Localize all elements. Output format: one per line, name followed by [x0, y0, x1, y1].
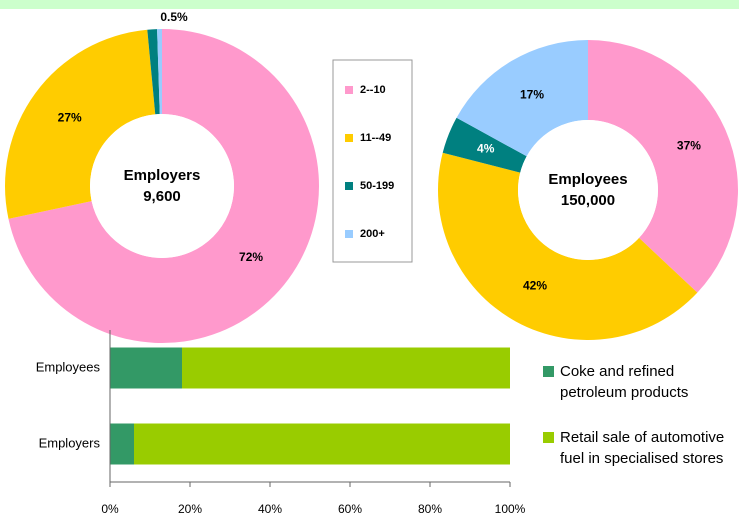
bar-segment	[110, 347, 182, 389]
legend-swatch	[345, 134, 353, 142]
slice-label: 27%	[58, 110, 82, 124]
x-tick-label: 0%	[101, 502, 119, 516]
slice-label: 72%	[239, 250, 263, 264]
donut-slice	[456, 40, 588, 157]
slice-label: 37%	[677, 138, 701, 152]
donut-slice	[157, 29, 162, 115]
x-tick-label: 100%	[495, 502, 526, 516]
legend-label: 50-199	[360, 180, 394, 192]
legend-swatch	[543, 366, 554, 377]
x-tick-label: 60%	[338, 502, 362, 516]
slice-label: 42%	[523, 279, 547, 293]
x-tick-label: 20%	[178, 502, 202, 516]
bar-segment	[134, 423, 510, 465]
legend-label: 200+	[360, 228, 385, 240]
legend-label: Coke and refined petroleum products	[560, 363, 689, 401]
legend-swatch	[543, 432, 554, 443]
bar-segment	[182, 347, 510, 389]
center-label: Employers	[124, 167, 201, 184]
donut-slice	[437, 152, 698, 340]
slice-label: 4%	[477, 142, 495, 156]
legend-swatch	[345, 182, 353, 190]
bar-segment	[110, 423, 134, 465]
donut-hole	[518, 120, 658, 260]
slice-label: 1%	[125, 10, 143, 24]
donut-hole	[90, 114, 234, 258]
legend-swatch	[345, 86, 353, 94]
y-tick-label: Employers	[39, 435, 101, 450]
x-tick-label: 40%	[258, 502, 282, 516]
y-tick-label: Employees	[36, 359, 101, 374]
top-band	[0, 0, 739, 9]
donut-slice	[147, 29, 160, 115]
slice-label: 17%	[520, 87, 544, 101]
center-label: 9,600	[143, 188, 181, 205]
legend-label: 11--49	[360, 132, 391, 144]
legend-label: 2--10	[360, 84, 386, 96]
center-label: 150,000	[561, 192, 615, 209]
legend-swatch	[345, 230, 353, 238]
x-tick-label: 80%	[418, 502, 442, 516]
slice-label: 0.5%	[160, 10, 188, 24]
donut-slice	[8, 29, 320, 344]
donut-slice	[588, 40, 738, 293]
legend-label: Retail sale of automotive fuel in specia…	[560, 429, 725, 467]
donut-slice	[442, 117, 527, 173]
donut-slice	[4, 29, 156, 219]
center-label: Employees	[548, 171, 627, 188]
